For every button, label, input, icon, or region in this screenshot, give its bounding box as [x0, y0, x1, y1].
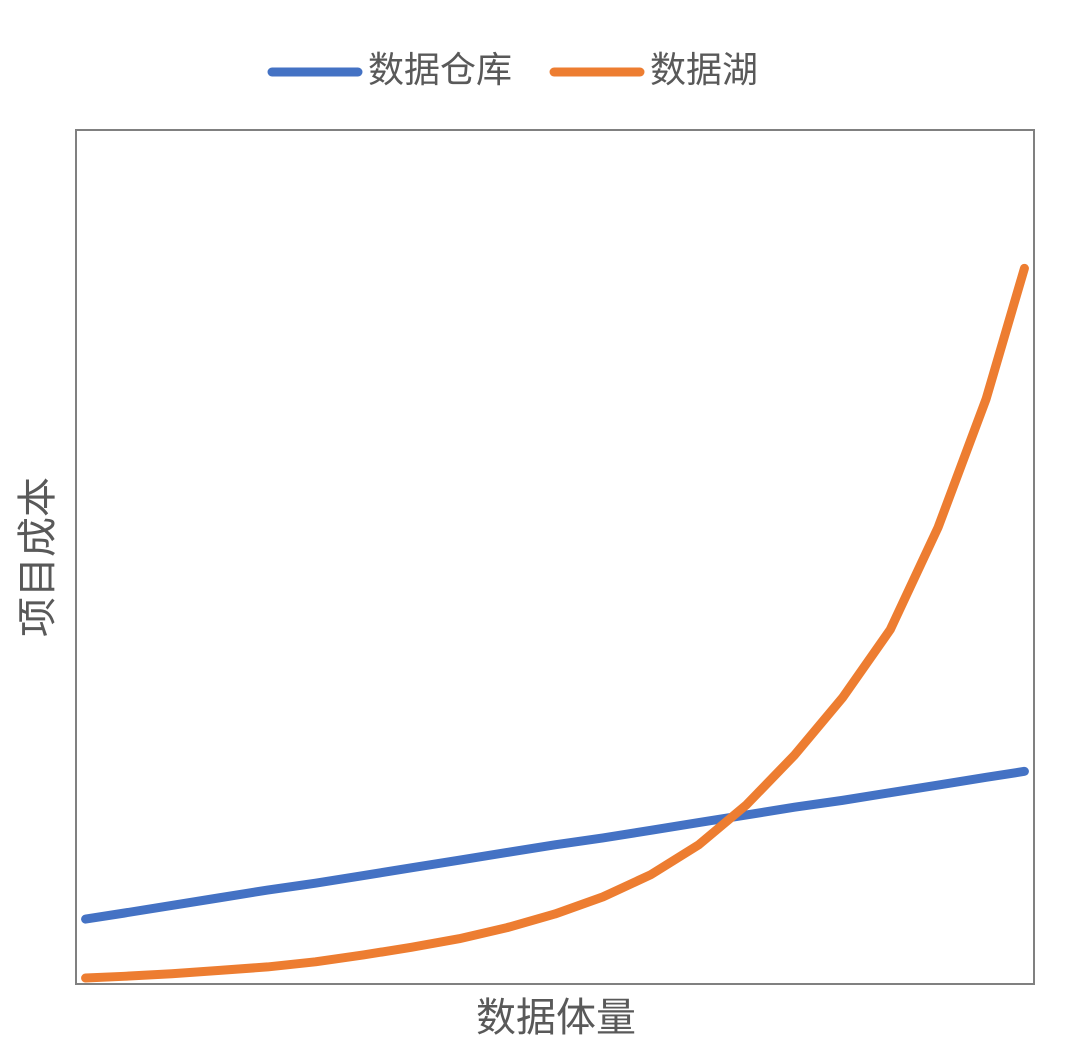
legend-label: 数据湖	[650, 50, 758, 91]
legend-label: 数据仓库	[368, 50, 512, 91]
data-line	[81, 263, 1029, 983]
data-line	[81, 766, 1029, 924]
y-axis-label: 项目成本	[15, 477, 61, 637]
plot-frame	[75, 129, 1035, 985]
x-axis-label: 数据体量	[476, 995, 636, 1041]
